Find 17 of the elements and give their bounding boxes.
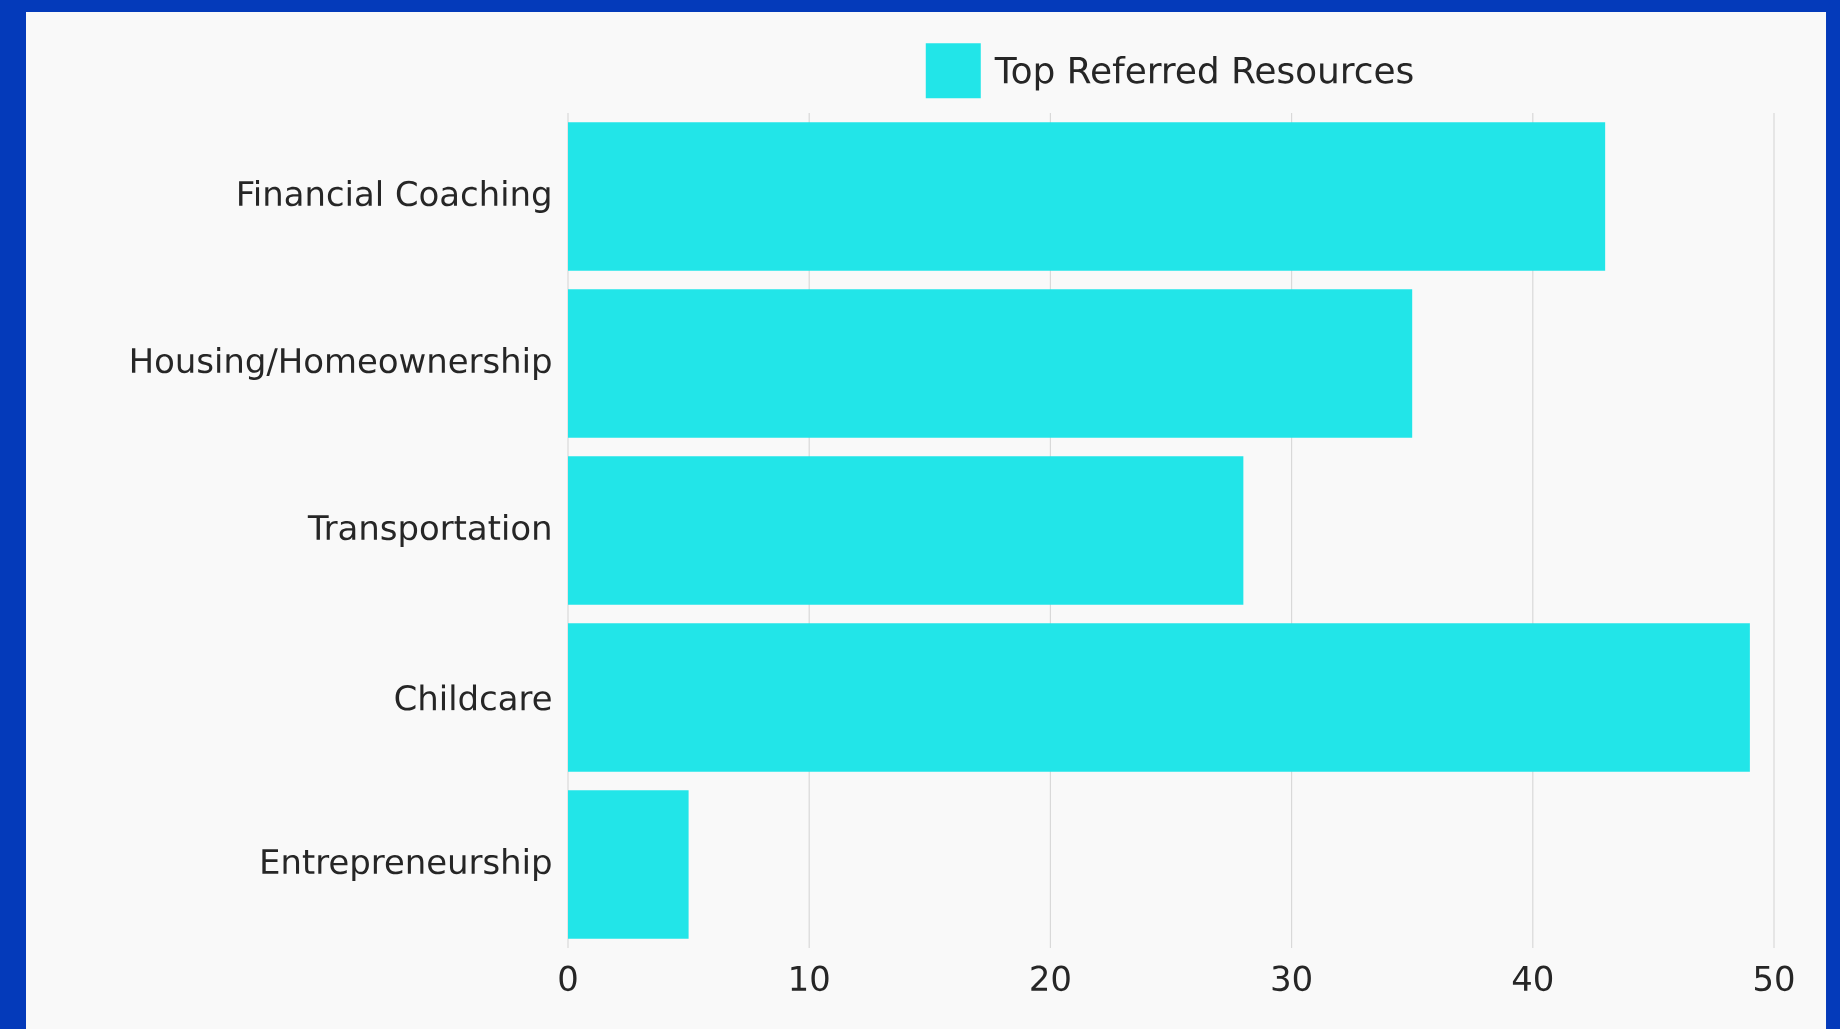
legend-label: Top Referred Resources <box>994 55 1413 91</box>
x-tick-label: 30 <box>1272 965 1311 992</box>
bar <box>568 122 1606 271</box>
bar <box>568 456 1244 605</box>
y-tick-label: Entrepreneurship <box>262 848 551 881</box>
bar <box>568 289 1413 438</box>
y-tick-label: Financial Coaching <box>239 180 550 213</box>
y-tick-label: Housing/Homeownership <box>131 347 551 380</box>
bar <box>568 790 689 939</box>
x-tick-label: 40 <box>1512 965 1553 992</box>
x-tick-label: 10 <box>791 965 829 992</box>
y-tick-label: Childcare <box>395 684 551 711</box>
x-tick-label: 20 <box>1031 965 1070 992</box>
y-tick-label: Transportation <box>307 514 550 547</box>
x-tick-label: 0 <box>559 965 577 992</box>
bar <box>568 623 1750 772</box>
x-tick-label: 50 <box>1755 965 1794 992</box>
